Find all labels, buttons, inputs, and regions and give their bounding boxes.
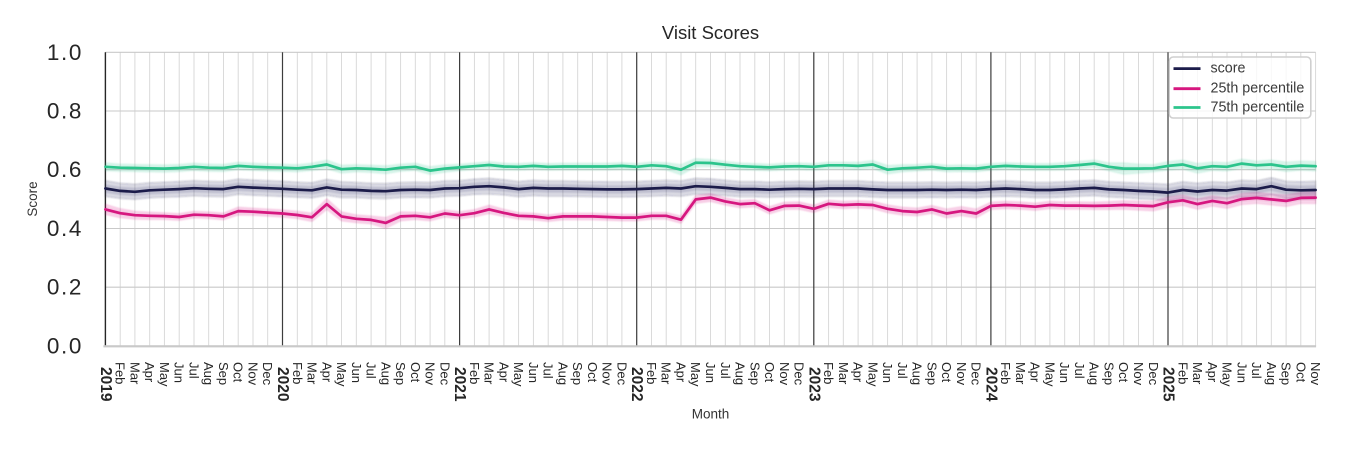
svg-text:May: May [157,362,172,387]
svg-text:75th percentile: 75th percentile [1211,100,1305,116]
svg-text:Feb: Feb [113,362,128,384]
svg-text:Jul: Jul [1072,362,1087,379]
svg-text:May: May [511,362,526,387]
svg-text:May: May [865,362,880,387]
svg-text:Nov: Nov [954,362,969,386]
svg-text:Jun: Jun [349,362,364,383]
svg-text:Apr: Apr [319,362,334,383]
svg-text:Feb: Feb [290,362,305,384]
svg-text:Oct: Oct [1293,362,1308,383]
svg-text:score: score [1211,61,1246,77]
svg-text:Dec: Dec [437,362,452,386]
svg-text:Feb: Feb [821,362,836,384]
svg-text:Oct: Oct [1116,362,1131,383]
svg-text:Nov: Nov [1308,362,1323,386]
svg-text:Feb: Feb [467,362,482,384]
svg-text:Feb: Feb [998,362,1013,384]
svg-text:Jun: Jun [526,362,541,383]
svg-text:0.0: 0.0 [47,333,83,358]
svg-text:Jun: Jun [880,362,895,383]
svg-text:Nov: Nov [423,362,438,386]
svg-text:Mar: Mar [482,362,497,385]
svg-text:Apr: Apr [674,362,689,383]
svg-text:Dec: Dec [1146,362,1161,386]
svg-text:Jul: Jul [187,362,202,379]
svg-text:Jul: Jul [364,362,379,379]
svg-text:Oct: Oct [408,362,423,383]
svg-text:Apr: Apr [142,362,157,383]
svg-text:Nov: Nov [600,362,615,386]
svg-text:Aug: Aug [555,362,570,385]
svg-text:Sep: Sep [1279,362,1294,385]
svg-text:Sep: Sep [1102,362,1117,385]
svg-text:Mar: Mar [659,362,674,385]
svg-text:Dec: Dec [614,362,629,386]
svg-text:Aug: Aug [1087,362,1102,385]
svg-text:Aug: Aug [1264,362,1279,385]
svg-text:Feb: Feb [644,362,659,384]
svg-text:1.0: 1.0 [47,40,83,65]
svg-text:Mar: Mar [1013,362,1028,385]
svg-text:Aug: Aug [378,362,393,385]
svg-text:Sep: Sep [570,362,585,385]
svg-text:Oct: Oct [585,362,600,383]
svg-text:Apr: Apr [496,362,511,383]
svg-text:Jul: Jul [541,362,556,379]
svg-text:Mar: Mar [305,362,320,385]
svg-text:2022: 2022 [628,367,645,401]
svg-text:Dec: Dec [969,362,984,386]
svg-text:Mar: Mar [127,362,142,385]
svg-text:Apr: Apr [1205,362,1220,383]
svg-text:Nov: Nov [1131,362,1146,386]
svg-text:0.8: 0.8 [47,99,83,124]
svg-text:2024: 2024 [982,367,999,402]
svg-text:Dec: Dec [792,362,807,386]
svg-text:Aug: Aug [733,362,748,385]
svg-text:2021: 2021 [451,367,468,402]
svg-text:Sep: Sep [747,362,762,385]
svg-text:Mar: Mar [1190,362,1205,385]
svg-text:Jul: Jul [718,362,733,379]
svg-text:Oct: Oct [231,362,246,383]
svg-text:Apr: Apr [1028,362,1043,383]
svg-text:Nov: Nov [777,362,792,386]
svg-text:Dec: Dec [260,362,275,386]
svg-text:Apr: Apr [851,362,866,383]
svg-text:Jul: Jul [1249,362,1264,379]
svg-text:Aug: Aug [201,362,216,385]
svg-text:0.4: 0.4 [47,216,83,241]
svg-text:Jul: Jul [895,362,910,379]
svg-text:Score: Score [25,181,40,216]
svg-text:Nov: Nov [246,362,261,386]
svg-text:May: May [1220,362,1235,387]
svg-text:Month: Month [692,407,730,422]
svg-text:Mar: Mar [836,362,851,385]
svg-text:Oct: Oct [939,362,954,383]
svg-text:Jun: Jun [172,362,187,383]
svg-text:Sep: Sep [216,362,231,385]
svg-text:Sep: Sep [924,362,939,385]
svg-text:2023: 2023 [805,367,822,402]
svg-text:May: May [1042,362,1057,387]
svg-text:Sep: Sep [393,362,408,385]
svg-text:2020: 2020 [274,367,291,401]
svg-text:0.6: 0.6 [47,157,83,182]
svg-text:Jun: Jun [1234,362,1249,383]
svg-text:Aug: Aug [910,362,925,385]
svg-text:Oct: Oct [762,362,777,383]
svg-text:May: May [688,362,703,387]
svg-text:2025: 2025 [1160,367,1177,402]
svg-text:25th percentile: 25th percentile [1211,81,1305,97]
svg-text:Feb: Feb [1175,362,1190,384]
svg-text:May: May [334,362,349,387]
svg-text:0.2: 0.2 [47,275,83,300]
svg-text:2019: 2019 [97,367,114,402]
svg-text:Jun: Jun [1057,362,1072,383]
svg-text:Visit Scores: Visit Scores [662,22,759,43]
svg-text:Jun: Jun [703,362,718,383]
